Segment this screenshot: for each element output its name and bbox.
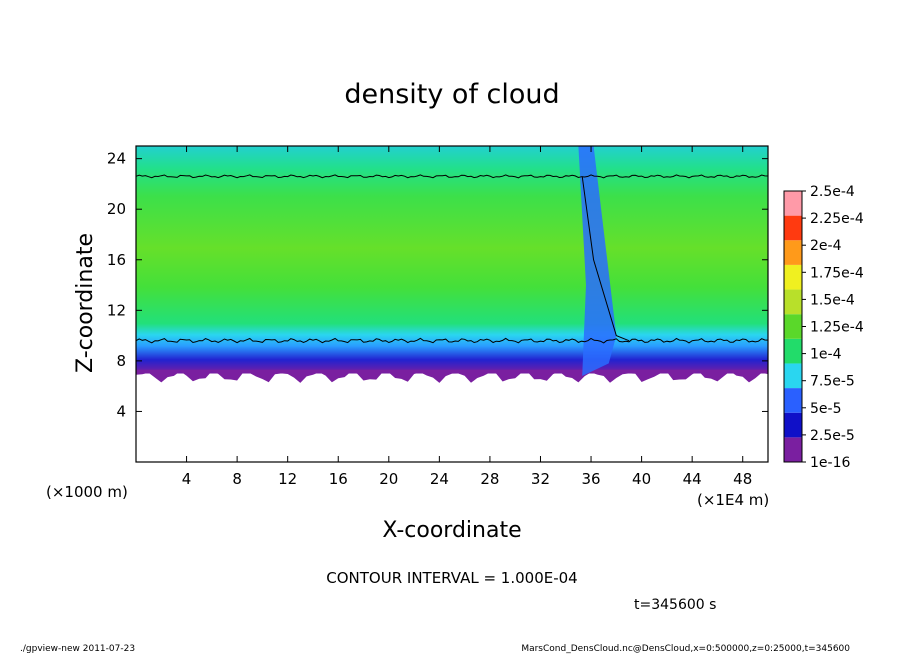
colorbar-label: 5e-5 xyxy=(810,401,841,417)
plot-area xyxy=(135,145,769,463)
field-detail xyxy=(136,146,768,383)
colorbar-label: 2e-4 xyxy=(810,238,842,254)
footer-right: MarsCond_DensCloud.nc@DensCloud,x=0:5000… xyxy=(521,644,850,654)
x-axis-label: X-coordinate xyxy=(382,518,521,543)
x-tick-label: 40 xyxy=(632,470,651,488)
x-tick-label: 32 xyxy=(531,470,550,488)
lower-contour-line xyxy=(135,337,769,344)
colorbar-swatch xyxy=(784,215,802,241)
x-unit-label: (×1E4 m) xyxy=(697,491,769,509)
colorbar-swatch xyxy=(784,264,802,290)
x-tick-label: 20 xyxy=(379,470,398,488)
y-tick-label: 12 xyxy=(107,301,126,319)
colorbar-swatch xyxy=(784,412,802,438)
x-tick-label: 4 xyxy=(182,470,192,488)
y-tick-label: 24 xyxy=(107,150,126,168)
x-tick-label: 16 xyxy=(329,470,348,488)
x-tick-label: 24 xyxy=(430,470,449,488)
x-tick-label: 28 xyxy=(480,470,499,488)
colorbar-swatch xyxy=(784,363,802,389)
x-tick-label: 36 xyxy=(581,470,600,488)
colorbar-swatch xyxy=(784,388,802,413)
cloud-density-field xyxy=(136,146,768,374)
time-label: t=345600 s xyxy=(634,597,716,613)
colorbar-swatch xyxy=(784,240,802,265)
y-axis-label: Z-coordinate xyxy=(73,233,98,373)
colorbar-label: 1.5e-4 xyxy=(810,292,855,308)
y-tick-label: 20 xyxy=(107,200,126,218)
contour-lines xyxy=(135,174,769,344)
colorbar-swatch xyxy=(784,289,802,315)
x-tick-label: 8 xyxy=(232,470,242,488)
upper-contour-line xyxy=(135,174,769,179)
y-unit-label: (×1000 m) xyxy=(46,483,128,501)
colorbar-swatch xyxy=(784,338,802,364)
colorbar-swatch xyxy=(784,437,802,462)
y-tick-label: 8 xyxy=(116,352,126,370)
y-tick-label: 16 xyxy=(107,251,126,269)
footer-left: ./gpview-new 2011-07-23 xyxy=(20,644,135,654)
chart-title: density of cloud xyxy=(344,79,559,110)
x-axis-ticks: 4 8 12 16 20 24 28 32 36 40 44 48 xyxy=(182,146,752,488)
colorbar-label: 1e-16 xyxy=(810,455,850,471)
colorbar-label: 2.5e-5 xyxy=(810,428,855,444)
colorbar-label: 2.5e-4 xyxy=(810,184,855,200)
cloud-base-edge xyxy=(136,369,768,383)
colorbar-label: 1e-4 xyxy=(810,347,842,363)
disturbance-contour xyxy=(581,176,630,342)
y-tick-label: 4 xyxy=(116,402,126,420)
colorbar-label: 1.75e-4 xyxy=(810,265,864,281)
disturbance-column xyxy=(578,146,617,377)
contour-interval-label: CONTOUR INTERVAL = 1.000E-04 xyxy=(326,569,577,587)
plot-frame xyxy=(135,145,769,463)
colorbar-label: 1.25e-4 xyxy=(810,320,864,336)
colorbar-swatch xyxy=(784,314,802,339)
colorbar: 1e-16 2.5e-5 5e-5 7.5e-5 1e-4 1.25e-4 1.5e-4 1.… xyxy=(783,184,864,471)
x-tick-label: 48 xyxy=(733,470,752,488)
colorbar-label: 2.25e-4 xyxy=(810,211,864,227)
x-tick-label: 44 xyxy=(683,470,702,488)
y-axis-ticks: 4 8 12 16 20 24 xyxy=(107,150,768,420)
colorbar-label: 7.5e-5 xyxy=(810,374,855,390)
x-tick-label: 12 xyxy=(278,470,297,488)
colorbar-swatch xyxy=(784,191,802,216)
